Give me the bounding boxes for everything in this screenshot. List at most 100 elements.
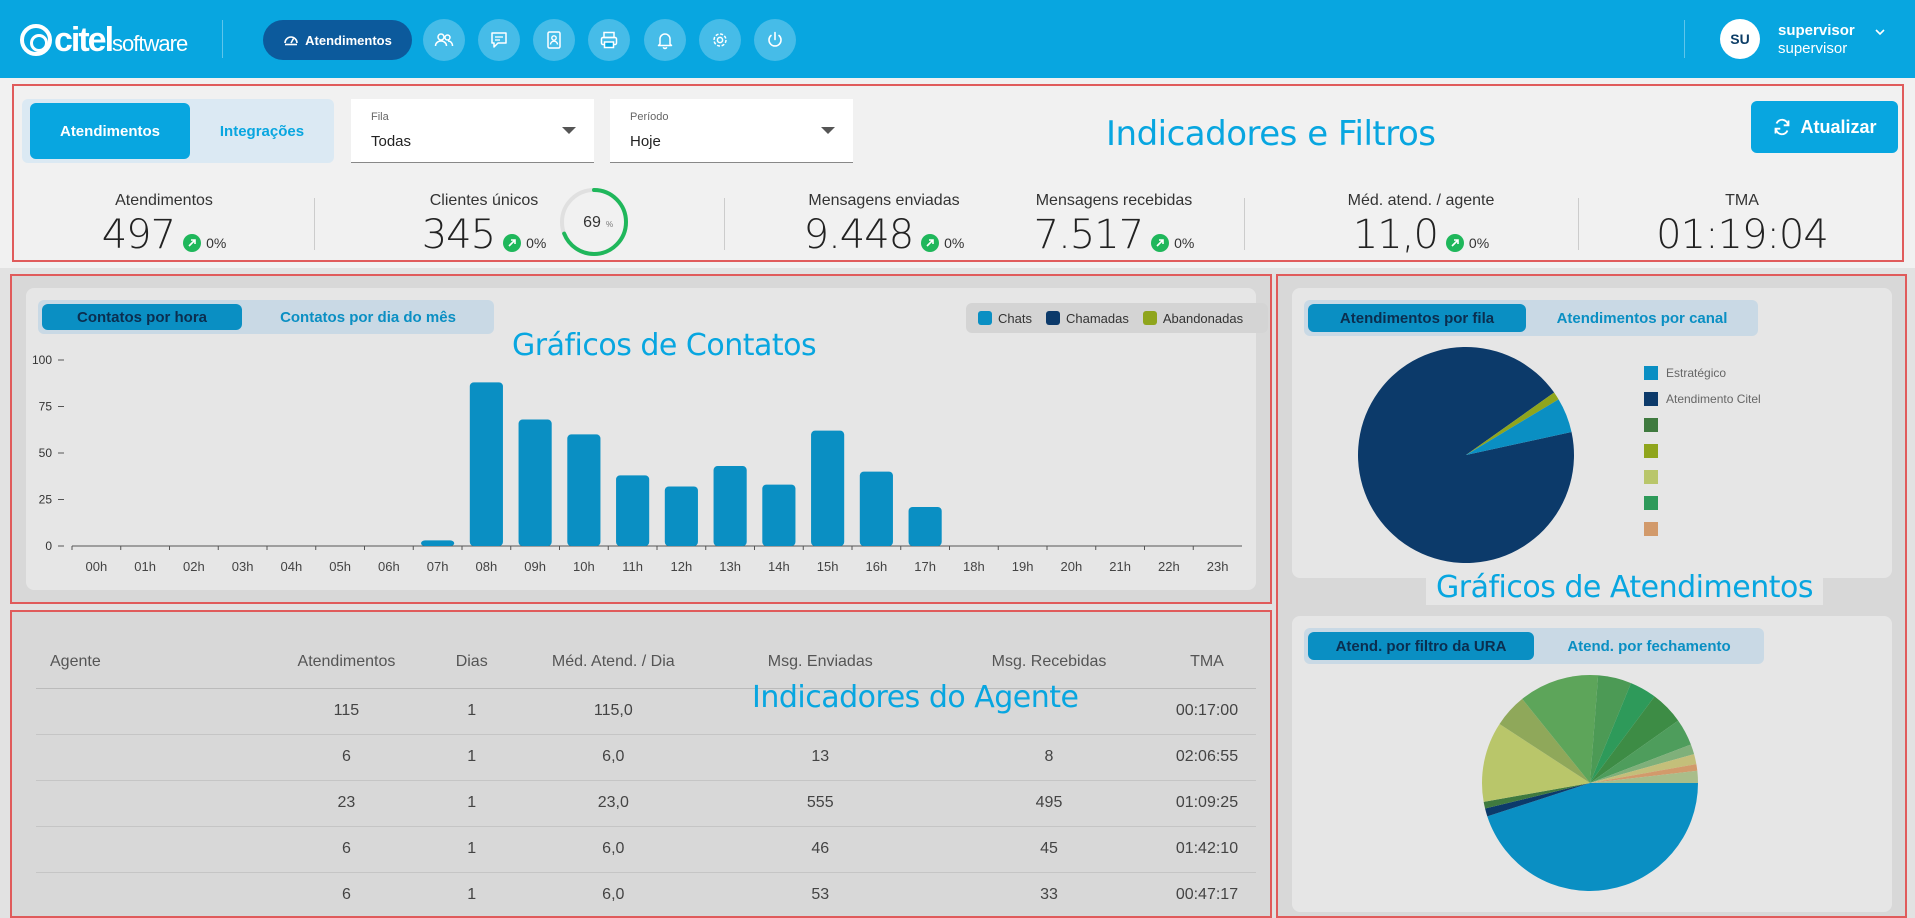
bar-10h[interactable] — [567, 434, 601, 546]
dropdown-caret-icon — [821, 127, 835, 134]
pie2-slice-4[interactable] — [1499, 698, 1590, 783]
col-msg-recebidas[interactable]: Msg. Recebidas — [940, 636, 1158, 689]
bar-07h[interactable] — [421, 540, 455, 546]
pie2-slice-11[interactable] — [1590, 754, 1697, 783]
pie2-slice-8[interactable] — [1590, 696, 1679, 783]
x-tick-label: 12h — [671, 559, 693, 574]
legend-label: Estratégico — [1666, 366, 1727, 380]
fila-select[interactable]: Fila Todas — [351, 99, 594, 163]
pie2-slice-13[interactable] — [1590, 770, 1698, 783]
cell-tma: 00:47:17 — [1157, 872, 1256, 918]
pie1-slice-1[interactable] — [1466, 392, 1559, 455]
tab-atendimentos[interactable]: Atendimentos — [30, 103, 190, 159]
bar-13h[interactable] — [713, 466, 747, 546]
bar-12h[interactable] — [664, 486, 698, 546]
pie-legend-item[interactable] — [1644, 490, 1761, 516]
col-media-dia[interactable]: Méd. Atend. / Dia — [526, 636, 701, 689]
pie2-slice-9[interactable] — [1590, 720, 1691, 783]
bar-11h[interactable] — [616, 475, 650, 546]
table-row[interactable]: 115 1 115,0 00:17:00 — [36, 688, 1256, 735]
nav-print-button[interactable] — [588, 19, 630, 61]
stat-trend-value: 0% — [526, 235, 547, 251]
pie2-slice-7[interactable] — [1590, 683, 1655, 783]
legend-swatch — [1644, 496, 1658, 510]
pie2-slice-1[interactable] — [1485, 783, 1590, 817]
gauge-unit: % — [606, 220, 613, 229]
tab-atendimentos-por-canal[interactable]: Atendimentos por canal — [1556, 309, 1728, 327]
stat-trend: 0% — [183, 234, 226, 252]
legend-swatch — [1644, 418, 1658, 432]
cell-atendimentos: 23 — [275, 780, 418, 827]
user-name[interactable]: supervisor — [1778, 22, 1855, 39]
pie-legend: Estratégico Atendimento Citel — [1644, 360, 1761, 542]
tab-atend-por-filtro-ura[interactable]: Atend. por filtro da URA — [1308, 632, 1534, 660]
pie-legend-item[interactable]: Atendimento Citel — [1644, 386, 1761, 412]
refresh-button[interactable]: Atualizar — [1751, 101, 1898, 153]
table-row[interactable]: 6 1 6,0 53 33 00:47:17 — [36, 872, 1256, 918]
nav-settings-button[interactable] — [699, 19, 741, 61]
x-tick-label: 06h — [378, 559, 400, 574]
tab-atendimentos-por-fila[interactable]: Atendimentos por fila — [1308, 304, 1526, 332]
tab-contatos-por-dia[interactable]: Contatos por dia do mês — [280, 308, 456, 326]
table-row[interactable]: 6 1 6,0 46 45 01:42:10 — [36, 826, 1256, 873]
cell-dias: 1 — [417, 872, 527, 918]
col-msg-enviadas[interactable]: Msg. Enviadas — [700, 636, 941, 689]
stat-value: 497 — [101, 212, 176, 258]
citel-logo[interactable]: citel software — [20, 20, 188, 60]
chevron-down-icon[interactable] — [1874, 26, 1886, 38]
table-header-row: Agente Atendimentos Dias Méd. Atend. / D… — [36, 636, 1256, 689]
contacts-icon — [547, 31, 561, 49]
table-row[interactable]: 23 1 23,0 555 495 01:09:25 — [36, 780, 1256, 827]
x-tick-label: 10h — [573, 559, 595, 574]
avatar[interactable]: SU — [1720, 19, 1760, 59]
cell-tma: 01:09:25 — [1157, 780, 1256, 827]
filters-section-title: Indicadores e Filtros — [1106, 114, 1436, 154]
bar-08h[interactable] — [469, 382, 503, 546]
bar-15h[interactable] — [811, 430, 845, 546]
nav-chat-button[interactable] — [478, 19, 520, 61]
contacts-chart-panel: Contatos por hora Contatos por dia do mê… — [10, 274, 1272, 604]
pie2-slice-5[interactable] — [1522, 675, 1599, 783]
periodo-select[interactable]: Período Hoje — [610, 99, 853, 163]
col-dias[interactable]: Dias — [417, 636, 527, 689]
legend-chamadas[interactable]: Chamadas — [1045, 310, 1129, 326]
pie-legend-item[interactable] — [1644, 412, 1761, 438]
legend-label: Chamadas — [1065, 310, 1129, 326]
pie2-slice-12[interactable] — [1590, 764, 1698, 783]
pie2-slice-3[interactable] — [1482, 723, 1590, 802]
bar-09h[interactable] — [518, 419, 552, 546]
legend-chats[interactable]: Chats — [978, 311, 1032, 326]
tab-atend-por-fechamento[interactable]: Atend. por fechamento — [1567, 637, 1731, 655]
cell-msg-enviadas: 46 — [700, 826, 941, 873]
nav-atendimentos-button[interactable]: Atendimentos — [263, 20, 412, 60]
table-row[interactable]: 6 1 6,0 13 8 02:06:55 — [36, 734, 1256, 781]
nav-notifications-button[interactable] — [644, 19, 686, 61]
pie2-slice-10[interactable] — [1590, 744, 1695, 783]
pie-legend-item[interactable] — [1644, 438, 1761, 464]
x-tick-label: 20h — [1061, 559, 1083, 574]
nav-users-button[interactable] — [423, 19, 465, 61]
pie-legend-item[interactable]: Estratégico — [1644, 360, 1761, 386]
y-tick-label: 100 — [32, 353, 52, 367]
pie2-slice-2[interactable] — [1483, 783, 1590, 809]
x-tick-label: 03h — [232, 559, 254, 574]
col-tma[interactable]: TMA — [1157, 636, 1256, 689]
pie2-slice-0[interactable] — [1487, 783, 1698, 891]
pie2-slice-6[interactable] — [1590, 675, 1632, 783]
bar-16h[interactable] — [859, 471, 893, 546]
pie-legend-item[interactable] — [1644, 516, 1761, 542]
col-agente[interactable]: Agente — [36, 636, 276, 689]
stat-value: 01:19:04 — [1656, 212, 1829, 258]
pie-legend-item[interactable] — [1644, 464, 1761, 490]
nav-contacts-button[interactable] — [533, 19, 575, 61]
nav-logout-button[interactable] — [754, 19, 796, 61]
bar-17h[interactable] — [908, 506, 942, 546]
legend-abandonadas[interactable]: Abandonadas — [1142, 311, 1243, 326]
bar-14h[interactable] — [762, 484, 796, 546]
tab-contatos-por-hora[interactable]: Contatos por hora — [42, 304, 242, 330]
pie1-slice-2[interactable] — [1466, 399, 1572, 455]
x-tick-label: 13h — [719, 559, 741, 574]
stat-trend: 0% — [921, 234, 964, 252]
col-atendimentos[interactable]: Atendimentos — [275, 636, 418, 689]
tab-integracoes[interactable]: Integrações — [219, 122, 305, 140]
